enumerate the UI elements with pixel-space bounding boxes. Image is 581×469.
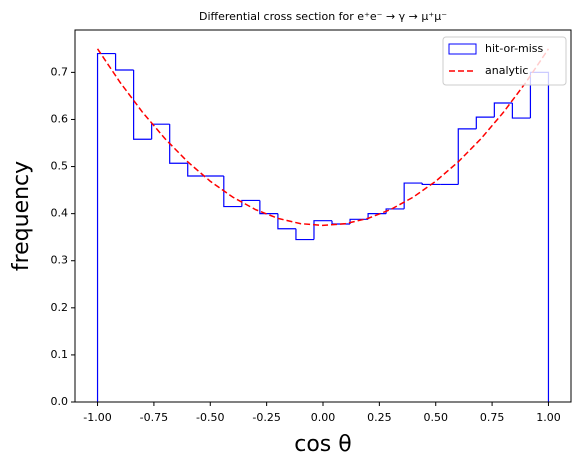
y-tick-label: 0.3 xyxy=(51,254,69,267)
histogram-bin xyxy=(511,102,531,119)
y-tick-label: 0.0 xyxy=(51,395,69,408)
legend-box xyxy=(442,36,567,86)
y-tick-label: 0.7 xyxy=(51,65,69,78)
x-axis-label: cos θ xyxy=(294,432,351,457)
y-tick-label: 0.4 xyxy=(51,207,69,220)
histogram-bin xyxy=(133,70,152,140)
histogram-bin xyxy=(403,182,423,209)
histogram-bin xyxy=(241,199,260,207)
y-axis-label: frequency xyxy=(9,161,34,271)
histogram-bin xyxy=(96,52,116,402)
x-tick-label: -0.25 xyxy=(252,411,280,424)
x-tick-label: 0.00 xyxy=(311,411,336,424)
histogram-bin xyxy=(114,53,134,71)
histogram-bin xyxy=(259,200,278,215)
histogram-bin xyxy=(151,123,170,140)
histogram-bin xyxy=(421,183,441,186)
x-tick-label: 0.75 xyxy=(480,411,505,424)
histogram-bin xyxy=(475,116,495,129)
x-tick-label: 0.50 xyxy=(423,411,448,424)
histogram-bin xyxy=(295,228,314,241)
plot-frame xyxy=(74,29,572,403)
histogram-bin xyxy=(313,220,333,240)
histogram-bin xyxy=(223,175,242,208)
y-tick-label: 0.5 xyxy=(51,160,69,173)
legend-label: hit-or-miss xyxy=(485,42,544,55)
histogram-bin xyxy=(187,163,206,177)
x-tick-label: -1.00 xyxy=(83,411,111,424)
y-tick-label: 0.1 xyxy=(51,348,69,361)
legend-patch xyxy=(448,43,477,55)
analytic-line xyxy=(96,48,550,227)
y-tick-label: 0.2 xyxy=(51,301,69,314)
chart-title: Differential cross section for e⁺e⁻ → γ … xyxy=(199,10,447,23)
histogram-bin xyxy=(169,124,188,164)
x-tick-label: 1.00 xyxy=(536,411,561,424)
histogram-bin xyxy=(457,128,477,185)
x-tick-label: -0.50 xyxy=(196,411,224,424)
x-tick-label: 0.25 xyxy=(367,411,392,424)
legend-label: analytic xyxy=(485,64,528,77)
x-tick-label: -0.75 xyxy=(140,411,168,424)
histogram-bin xyxy=(493,102,513,118)
y-tick-label: 0.6 xyxy=(51,112,69,125)
